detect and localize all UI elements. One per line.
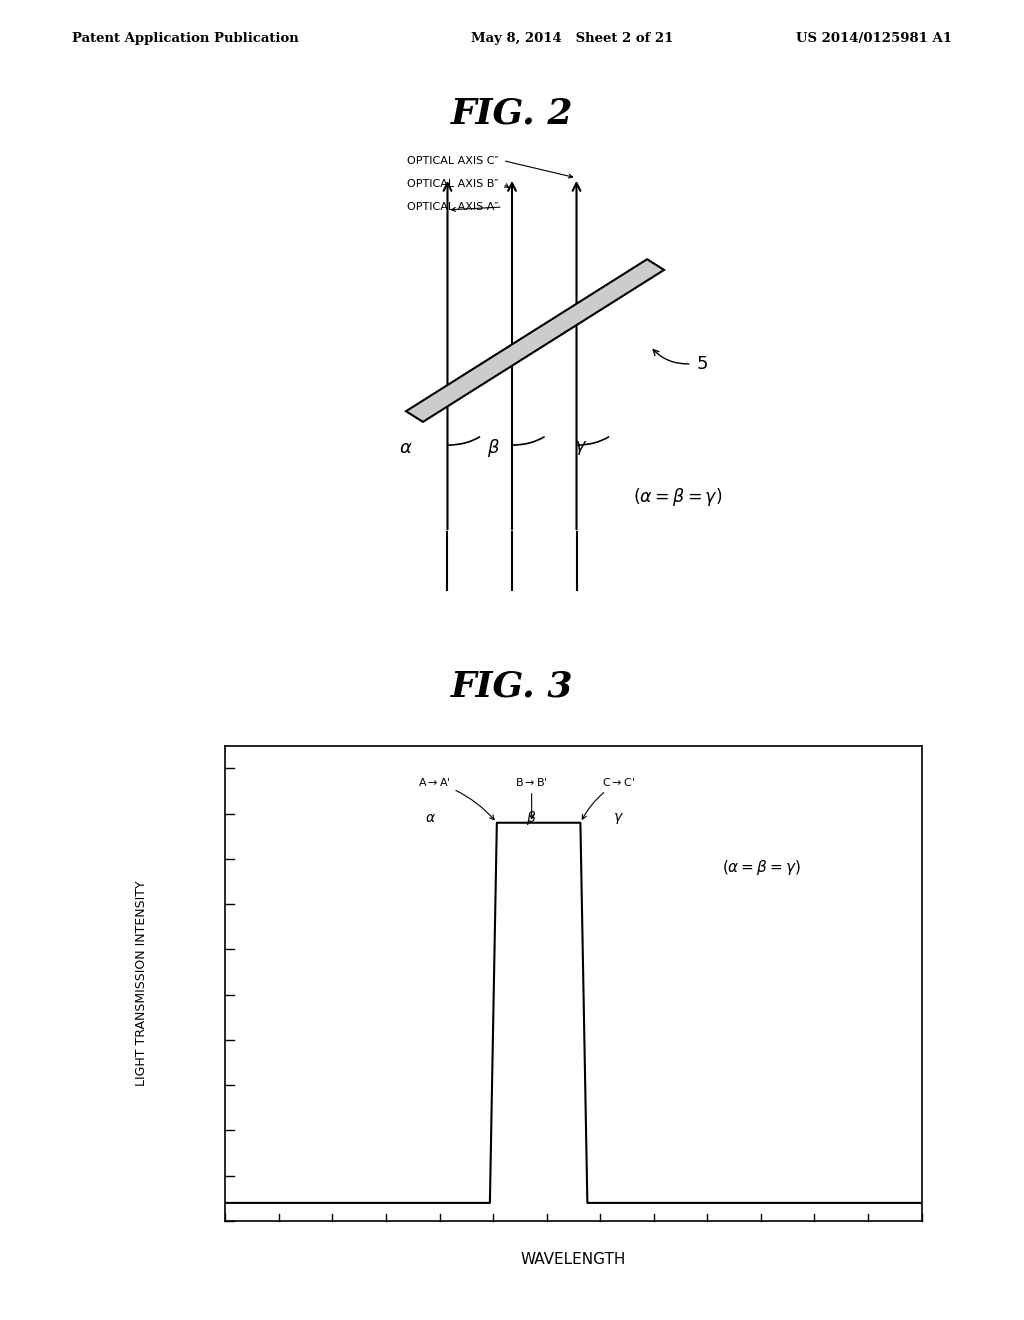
Text: US 2014/0125981 A1: US 2014/0125981 A1 <box>797 32 952 45</box>
Text: A$\rightarrow$A': A$\rightarrow$A' <box>418 776 495 820</box>
Text: OPTICAL AXIS C″: OPTICAL AXIS C″ <box>407 156 498 165</box>
Text: FIG. 2: FIG. 2 <box>451 96 573 131</box>
Text: B$\rightarrow$B': B$\rightarrow$B' <box>515 776 548 818</box>
Text: May 8, 2014   Sheet 2 of 21: May 8, 2014 Sheet 2 of 21 <box>471 32 674 45</box>
Text: $\beta$: $\beta$ <box>526 809 537 828</box>
Text: OPTICAL AXIS B″: OPTICAL AXIS B″ <box>407 178 498 189</box>
Text: $\beta$: $\beta$ <box>487 437 500 459</box>
Text: $\gamma$: $\gamma$ <box>574 440 588 457</box>
Text: $(\alpha = \beta = \gamma)$: $(\alpha = \beta = \gamma)$ <box>633 486 723 508</box>
Text: FIG. 3: FIG. 3 <box>451 669 573 704</box>
Text: Patent Application Publication: Patent Application Publication <box>72 32 298 45</box>
Text: $\alpha$: $\alpha$ <box>425 812 436 825</box>
Text: $(\alpha = \beta = \gamma)$: $(\alpha = \beta = \gamma)$ <box>722 858 801 878</box>
Text: LIGHT TRANSMISSION INTENSITY: LIGHT TRANSMISSION INTENSITY <box>135 880 148 1086</box>
Text: WAVELENGTH: WAVELENGTH <box>521 1251 626 1267</box>
Text: OPTICAL AXIS A″: OPTICAL AXIS A″ <box>407 202 498 213</box>
Text: 5: 5 <box>696 355 708 372</box>
Polygon shape <box>406 259 665 422</box>
Text: $\gamma$: $\gamma$ <box>613 810 624 826</box>
Text: C$\rightarrow$C': C$\rightarrow$C' <box>583 776 635 820</box>
Text: $\alpha$: $\alpha$ <box>399 440 413 457</box>
